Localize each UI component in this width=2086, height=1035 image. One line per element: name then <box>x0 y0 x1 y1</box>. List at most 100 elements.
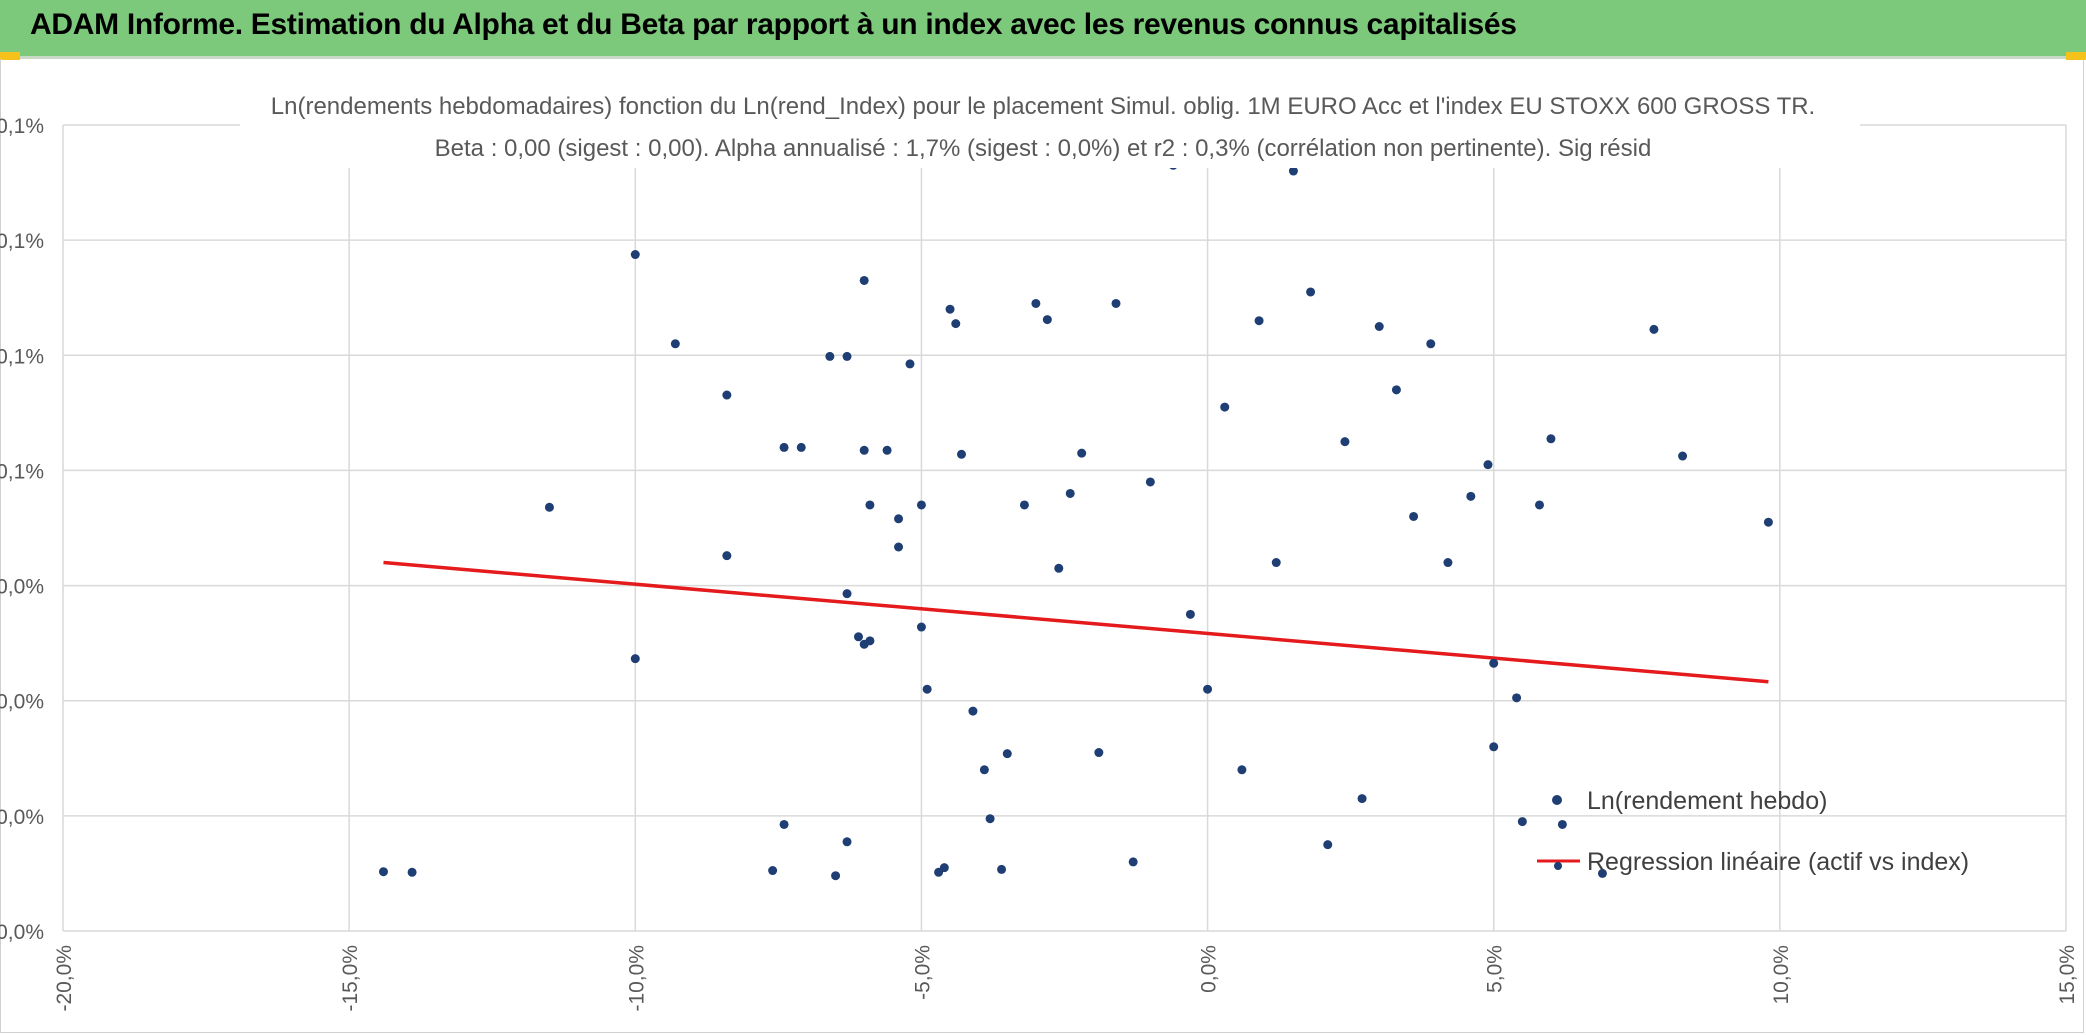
data-point <box>865 500 875 510</box>
data-point <box>796 442 806 452</box>
data-point <box>630 654 640 664</box>
data-point <box>842 589 852 599</box>
data-point <box>768 866 778 876</box>
data-point <box>1357 794 1367 804</box>
regression-line <box>383 560 1769 684</box>
grid-lines <box>62 124 2067 932</box>
chart-title-background <box>240 88 1860 168</box>
legend: Ln(rendement hebdo) Regression linéaire … <box>1537 787 1969 876</box>
data-point <box>894 514 904 524</box>
data-point <box>1649 324 1659 334</box>
data-point <box>378 867 388 877</box>
data-point <box>1203 684 1213 694</box>
data-point <box>997 864 1007 874</box>
data-point <box>407 867 417 877</box>
data-point <box>825 351 835 361</box>
data-point <box>779 819 789 829</box>
data-point <box>1557 819 1567 829</box>
data-point <box>1237 765 1247 775</box>
y-tick-label: 0,0% <box>0 691 44 714</box>
data-point <box>916 622 926 632</box>
y-tick-label: 0,1% <box>0 460 44 483</box>
chart-title: Ln(rendements hebdomadaires) fonction du… <box>271 93 1815 120</box>
report-header: ADAM Informe. Estimation du Alpha et du … <box>0 0 2086 59</box>
data-point <box>1306 287 1316 297</box>
data-point <box>968 706 978 716</box>
data-point <box>916 500 926 510</box>
corner-mark-right <box>2066 52 2086 60</box>
legend-label-points: Ln(rendement hebdo) <box>1587 787 1827 815</box>
data-point <box>859 445 869 455</box>
data-point <box>1094 748 1104 758</box>
data-point <box>1763 517 1773 527</box>
x-tick-label: -20,0% <box>53 945 76 1012</box>
data-point <box>945 304 955 314</box>
legend-marker-points <box>1552 795 1562 805</box>
data-point <box>905 359 915 369</box>
data-point <box>722 390 732 400</box>
data-point <box>779 442 789 452</box>
x-tick-label: 10,0% <box>1770 945 1793 1005</box>
data-point <box>1065 488 1075 498</box>
data-point <box>1323 840 1333 850</box>
data-point <box>1483 460 1493 470</box>
x-tick-label: -5,0% <box>911 945 934 1000</box>
corner-mark-left <box>0 52 20 60</box>
data-point <box>1489 658 1499 668</box>
legend-marker-regression-dot <box>1554 862 1562 870</box>
y-tick-label: 0,0% <box>0 921 44 944</box>
report-title: ADAM Informe. Estimation du Alpha et du … <box>30 8 1517 41</box>
data-point <box>1220 402 1230 412</box>
chart-subtitle: Beta : 0,00 (sigest : 0,00). Alpha annua… <box>435 135 1652 162</box>
data-point <box>831 871 841 881</box>
data-point <box>1271 558 1281 568</box>
data-point <box>894 542 904 552</box>
x-axis-tick-labels: -20,0% -15,0% -10,0% -5,0% 0,0% 5,0% 10,0% 15,0… <box>53 945 2079 1012</box>
chart-frame <box>0 59 2084 1033</box>
data-point <box>1512 693 1522 703</box>
data-point <box>882 445 892 455</box>
data-point <box>1128 857 1138 867</box>
data-point <box>1517 817 1527 827</box>
regression-layer <box>383 560 1769 684</box>
data-point <box>939 863 949 873</box>
data-point <box>1374 322 1384 331</box>
y-tick-label: 0,1% <box>0 230 44 253</box>
data-point <box>1185 609 1195 619</box>
data-point <box>630 250 640 260</box>
data-point <box>1031 298 1041 308</box>
data-point <box>722 551 732 561</box>
y-tick-label: 0,1% <box>0 115 44 138</box>
data-point <box>1597 868 1607 878</box>
data-point <box>1678 451 1688 461</box>
data-point <box>1546 434 1556 444</box>
data-point <box>1077 448 1087 458</box>
data-point <box>1489 742 1499 752</box>
data-point <box>1340 437 1350 447</box>
data-point <box>842 351 852 361</box>
data-point <box>1111 298 1121 308</box>
y-tick-label: 0,0% <box>0 576 44 599</box>
data-point <box>853 632 863 642</box>
data-point <box>1145 477 1155 487</box>
legend-label-regression: Regression linéaire (actif vs index) <box>1587 848 1969 876</box>
data-point <box>670 339 680 349</box>
data-point <box>1409 511 1419 521</box>
x-tick-label: 0,0% <box>1198 945 1221 993</box>
data-point <box>1288 166 1298 176</box>
y-tick-label: 0,0% <box>0 806 44 829</box>
data-point <box>1391 385 1401 395</box>
data-point <box>842 837 852 847</box>
y-axis-tick-labels: 0,0% 0,0% 0,0% 0,0% 0,1% 0,1% 0,1% 0,1% <box>0 115 44 944</box>
data-point <box>979 765 989 775</box>
x-tick-label: 15,0% <box>2056 945 2079 1005</box>
data-point <box>951 319 961 329</box>
data-point <box>922 684 932 694</box>
data-point <box>544 502 554 512</box>
x-tick-label: -10,0% <box>625 945 648 1012</box>
data-point <box>1002 749 1012 759</box>
data-point <box>1254 316 1264 326</box>
x-tick-label: 5,0% <box>1484 945 1507 993</box>
data-point <box>956 449 966 459</box>
